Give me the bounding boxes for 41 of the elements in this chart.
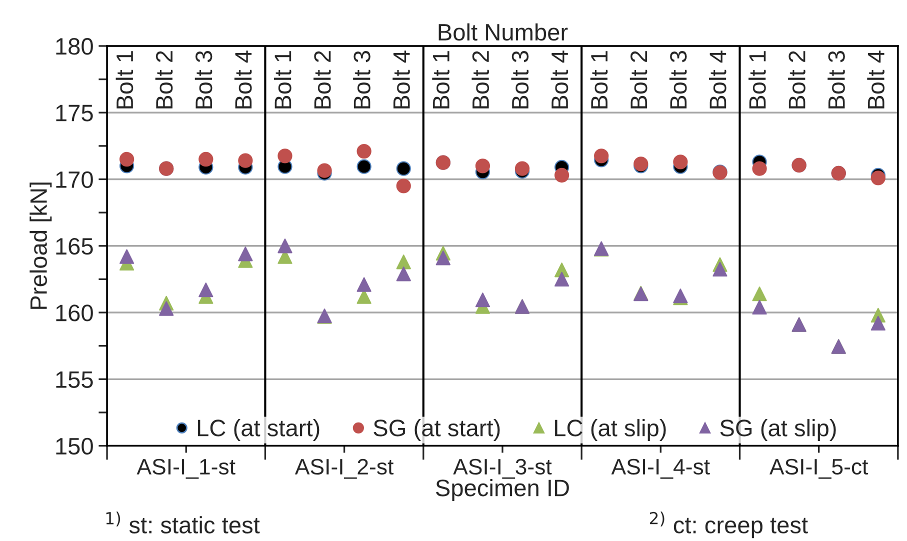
x-tick-label: Bolt 4 — [708, 50, 726, 108]
x-axis-title: Specimen ID — [436, 479, 569, 502]
text: $^{2)}$ ct: creep test — [650, 512, 808, 538]
x-tick-label: Bolt 2 — [630, 51, 648, 108]
x-tick-label: Bolt 2 — [155, 51, 173, 108]
legend-label: LC (at start) — [198, 419, 320, 442]
legend-label: LC (at slip) — [555, 419, 666, 442]
y-tick-label: 175 — [56, 104, 93, 122]
text: ASI-I_1-st — [136, 458, 236, 479]
x-tick-label: Bolt 4 — [867, 50, 884, 108]
y-axis-title: Preload [kN] — [30, 182, 52, 309]
text: ASI-I_4-st — [611, 458, 710, 479]
x-tick-label: Bolt 3 — [353, 51, 370, 108]
y-tick-label: 155 — [56, 371, 93, 388]
x-tick-label: Bolt 1 — [274, 51, 292, 108]
y-tick-label: 165 — [56, 238, 93, 255]
text: ASI-I_5-ct — [769, 458, 868, 479]
x-tick-label: Bolt 1 — [116, 51, 134, 108]
x-tick-label: Bolt 4 — [550, 50, 568, 108]
x-tick-label: Bolt 1 — [590, 51, 608, 108]
x-tick-label: Bolt 2 — [788, 51, 806, 108]
legend-label: SG (at slip) — [720, 419, 836, 442]
x-tick-label: Bolt 2 — [472, 51, 490, 108]
x-tick-label: Bolt 1 — [432, 51, 450, 108]
text: ASI-I_3-st — [453, 458, 552, 479]
y-tick-label: 170 — [56, 171, 93, 188]
x-tick-label: Bolt 3 — [669, 51, 687, 108]
y-tick-label: 150 — [56, 438, 93, 455]
y-tick-label: 160 — [56, 304, 93, 322]
x-tick-label: Bolt 2 — [314, 51, 331, 108]
x2-axis-title: Bolt Number — [438, 23, 568, 41]
text: ASI-I_2-st — [294, 458, 394, 479]
x-tick-label: Bolt 3 — [828, 51, 845, 108]
text: $^{1)}$ st: static test — [106, 512, 260, 534]
legend-label: SG (at start) — [374, 419, 500, 442]
x-tick-label: Bolt 4 — [392, 50, 410, 108]
y-tick-label: 180 — [56, 38, 93, 55]
x-tick-label: Bolt 4 — [234, 50, 252, 108]
x-tick-label: Bolt 3 — [511, 51, 529, 108]
x-tick-label: Bolt 3 — [194, 51, 212, 108]
x-tick-label: Bolt 1 — [748, 51, 766, 108]
